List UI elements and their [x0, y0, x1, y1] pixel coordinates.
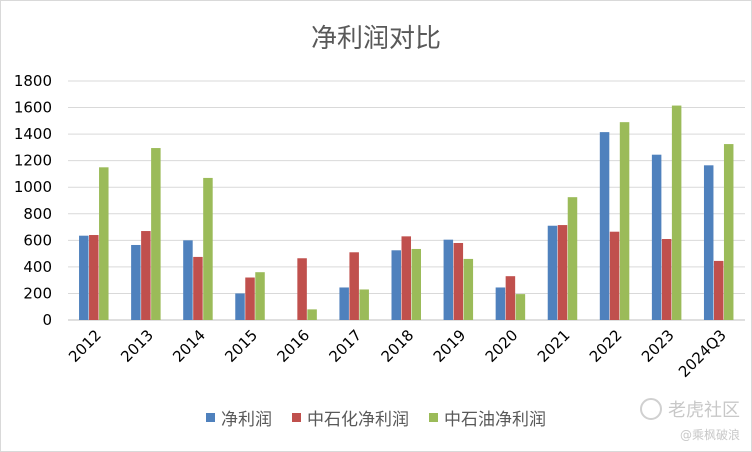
bar	[567, 197, 578, 320]
x-tick-label: 2013	[117, 326, 157, 366]
x-tick-label: 2022	[586, 326, 626, 366]
bar	[307, 309, 317, 320]
x-tick-label: 2014	[169, 326, 209, 366]
bar	[547, 225, 558, 320]
bar	[401, 236, 411, 320]
bar	[661, 239, 672, 320]
legend-swatch	[206, 413, 215, 422]
legend-label: 中石油净利润	[444, 410, 546, 430]
bar	[255, 272, 265, 320]
bar	[619, 122, 630, 321]
bar	[245, 277, 255, 320]
y-tick-label: 200	[23, 284, 52, 302]
bar	[557, 225, 568, 320]
x-tick-label: 2020	[482, 326, 522, 366]
y-tick-label: 400	[23, 258, 52, 276]
watermark: 老虎社区 @乘枫破浪	[640, 396, 740, 443]
bar	[297, 258, 307, 320]
x-tick-label: 2024Q3	[675, 326, 730, 381]
bar	[609, 231, 620, 320]
watermark-brand: 老虎社区	[668, 400, 740, 421]
bar	[349, 252, 359, 320]
x-tick-label: 2021	[534, 326, 574, 366]
bar	[131, 244, 141, 320]
bar	[515, 294, 526, 320]
bar	[713, 260, 724, 320]
bar	[79, 235, 89, 320]
legend-item: 中石油净利润	[429, 405, 546, 430]
bar	[339, 287, 349, 320]
x-tick-label: 2017	[326, 326, 366, 366]
legend-label: 净利润	[221, 410, 272, 430]
bar	[453, 242, 464, 320]
bar	[443, 239, 454, 320]
bar	[411, 248, 421, 320]
legend-label: 中石化净利润	[307, 410, 409, 430]
legend-swatch	[429, 413, 438, 422]
legend-swatch	[292, 413, 301, 422]
bar	[671, 105, 682, 320]
y-tick-label: 1000	[14, 178, 52, 196]
bar	[183, 240, 193, 320]
x-tick-label: 2018	[378, 326, 418, 366]
bar	[723, 144, 734, 320]
y-tick-label: 0	[42, 311, 52, 329]
bar	[193, 256, 203, 320]
tiger-logo-icon	[640, 398, 662, 420]
bar	[89, 235, 99, 320]
bar	[599, 132, 610, 320]
bar	[505, 276, 516, 320]
legend-item: 中石化净利润	[292, 405, 409, 430]
bar	[703, 165, 714, 320]
bar	[359, 289, 369, 320]
y-tick-label: 1600	[14, 99, 52, 117]
legend-item: 净利润	[206, 405, 272, 430]
bar	[391, 250, 401, 320]
x-tick-label: 2015	[221, 326, 261, 366]
y-tick-label: 800	[23, 205, 52, 223]
bar	[141, 231, 151, 320]
x-tick-label: 2012	[65, 326, 105, 366]
chart-legend: 净利润 中石化净利润 中石油净利润	[0, 405, 752, 430]
bar	[495, 287, 506, 320]
y-tick-label: 1400	[14, 125, 52, 143]
y-tick-label: 1200	[14, 152, 52, 170]
x-tick-label: 2019	[430, 326, 470, 366]
bar	[235, 293, 245, 320]
x-tick-label: 2023	[638, 326, 678, 366]
bar	[99, 167, 109, 320]
watermark-user: @乘枫破浪	[679, 428, 740, 442]
bar	[651, 154, 662, 320]
x-tick-label: 2016	[273, 326, 313, 366]
bar	[151, 148, 161, 320]
y-tick-label: 1800	[14, 72, 52, 90]
bar	[463, 258, 474, 320]
bar	[203, 177, 213, 320]
y-tick-label: 600	[23, 231, 52, 249]
chart-title: 净利润对比	[310, 24, 441, 54]
